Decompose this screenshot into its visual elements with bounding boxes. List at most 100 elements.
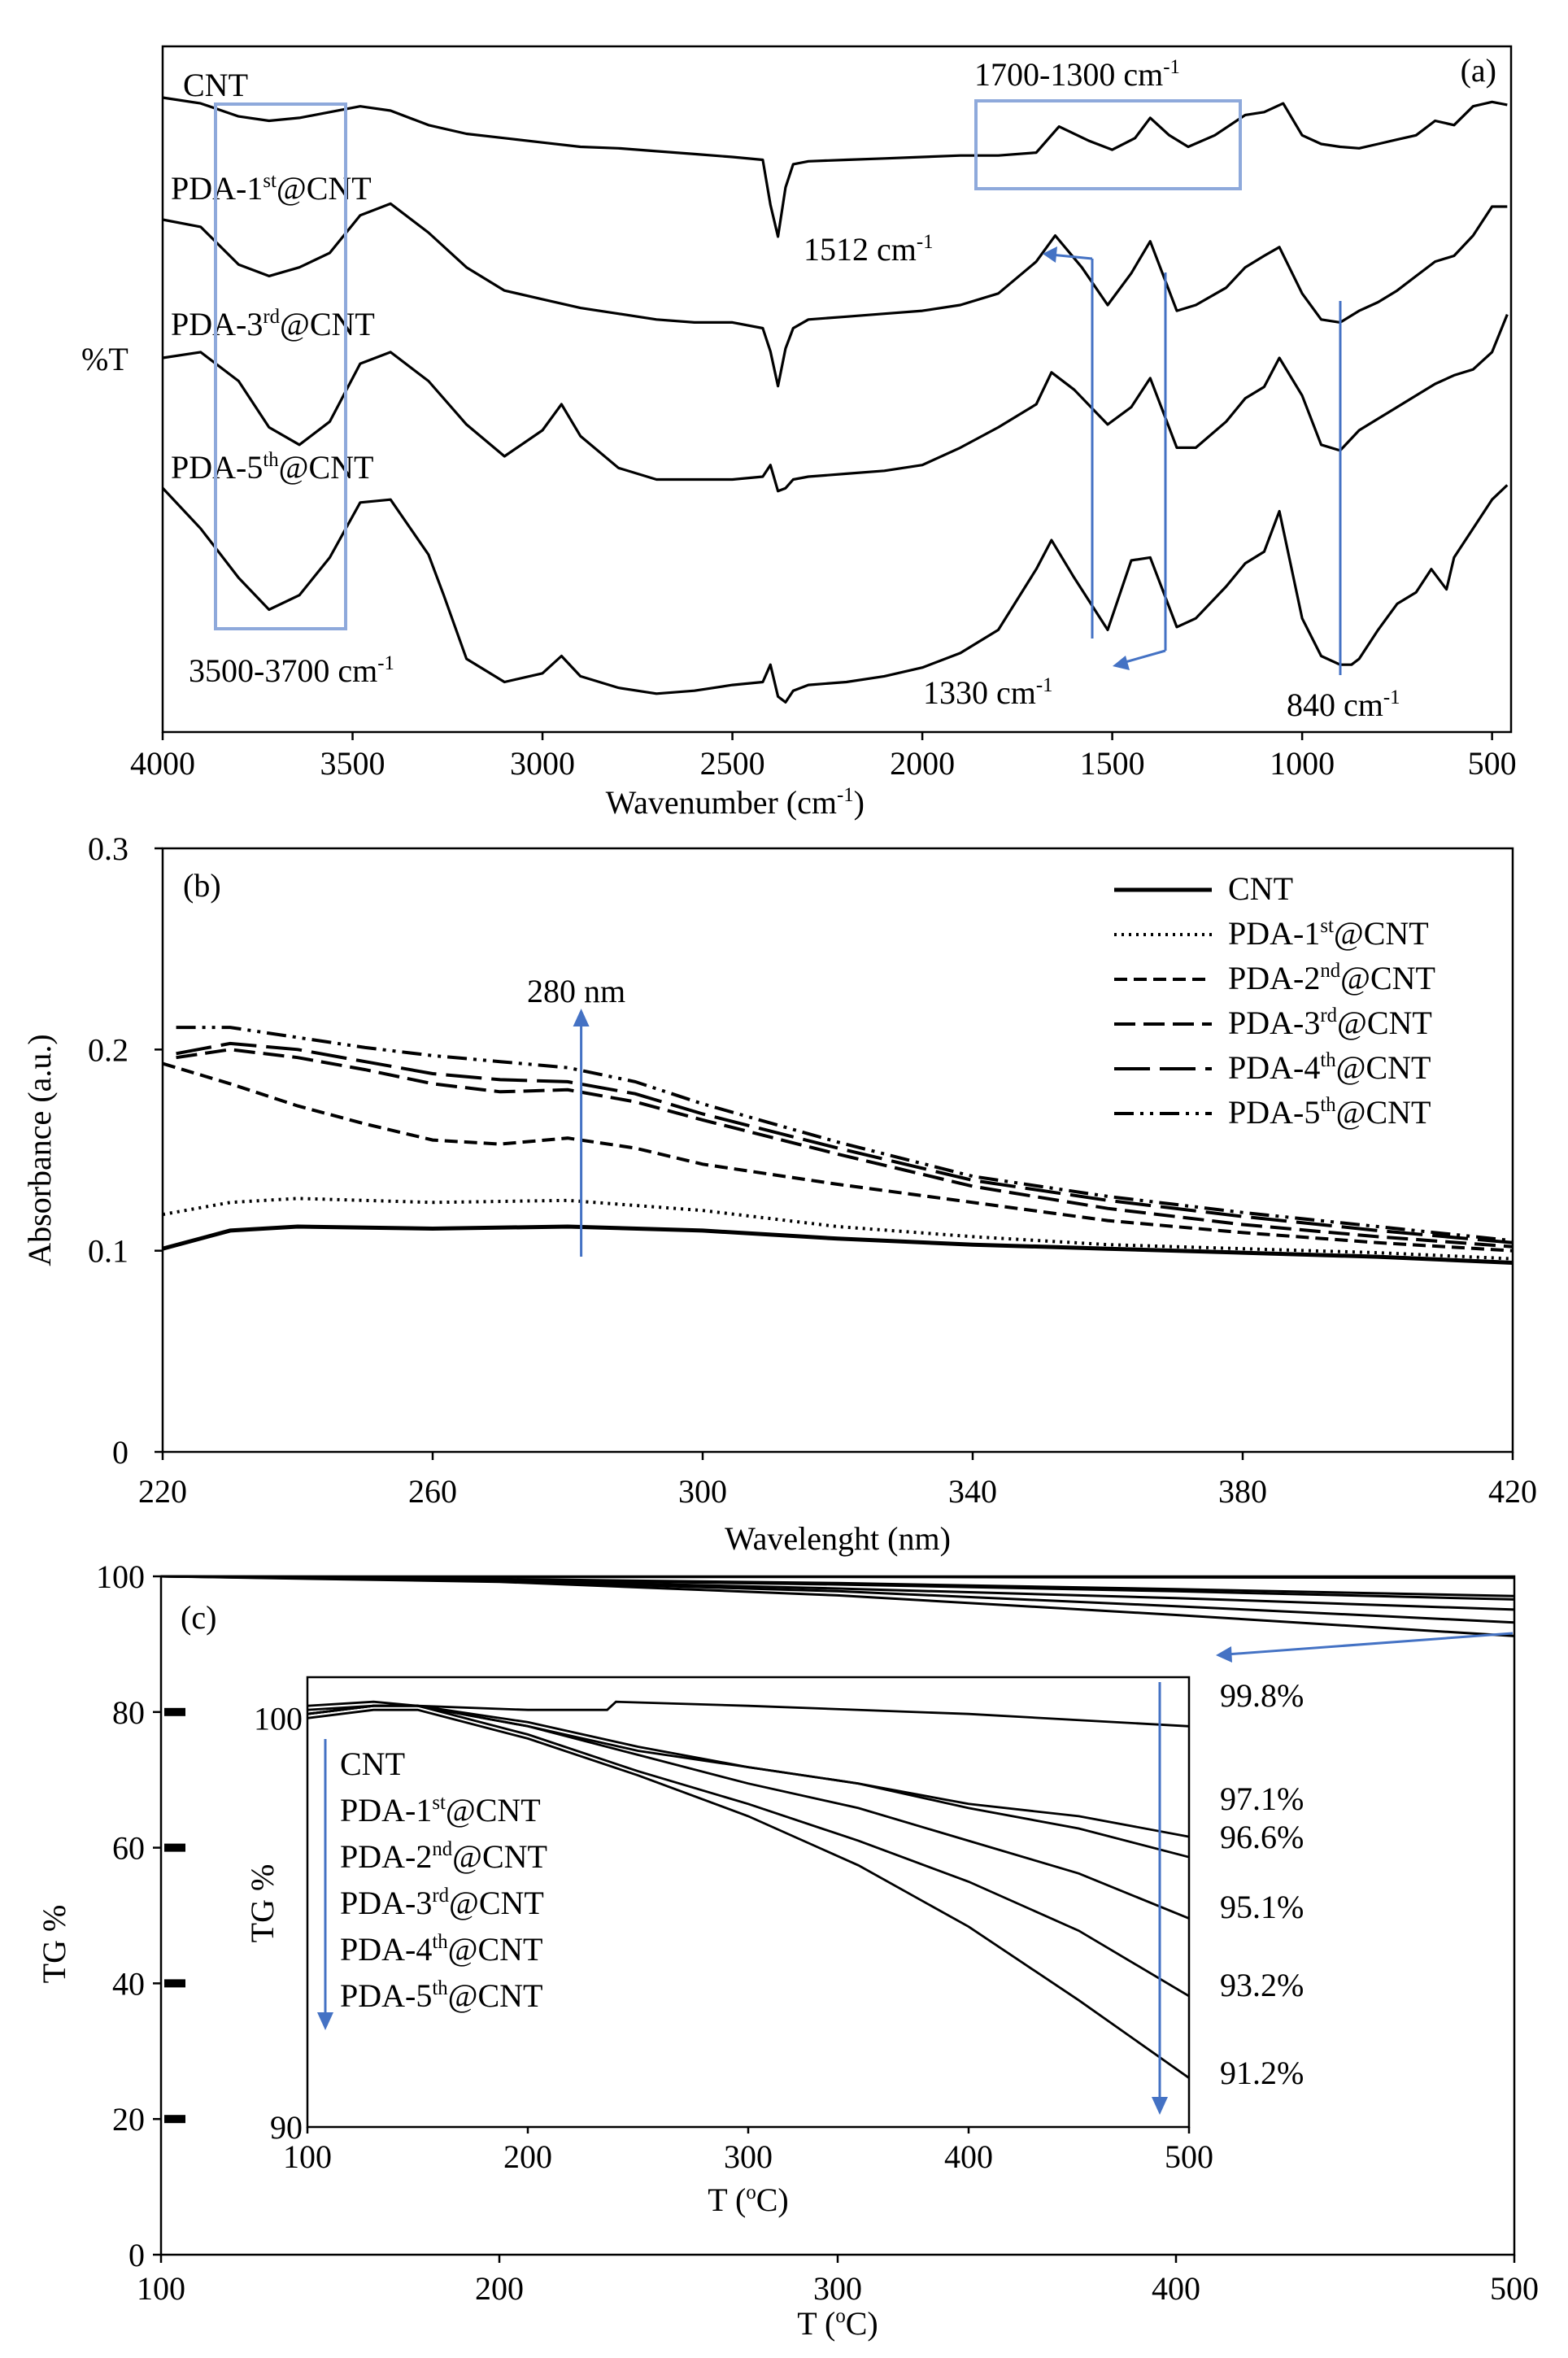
inset-legend-label-3-base: PDA-3 [340, 1885, 432, 1921]
uv-legend-label-4-rest: @CNT [1336, 1049, 1431, 1086]
label-peak-1330: 1330 cm-1 [923, 674, 1053, 711]
uv-legend-label-4: PDA-4th@CNT [1228, 1049, 1431, 1086]
label-peak-1512-sup: -1 [917, 231, 934, 253]
inset-end-label-1: 97.1% [1220, 1780, 1304, 1817]
uv-line-2 [162, 1061, 1514, 1253]
inset-end-label-3: 95.1% [1220, 1889, 1304, 1925]
uv-line-4 [176, 1041, 1514, 1244]
ftir-xlabel-unit: -1) [837, 784, 865, 821]
uv-ylabel: Absorbance (a.u.) [21, 1034, 58, 1266]
tg-zoom-arrow [1226, 1632, 1514, 1656]
tg-xtick-label-2: 300 [813, 2270, 862, 2307]
ftir-series-label-2-rest: @CNT [280, 306, 375, 342]
uv-frame [161, 847, 1514, 1454]
ftir-xlabel-unit-sup: -1 [837, 784, 854, 806]
uv-legend-label-1-sup: st [1320, 915, 1334, 937]
uv-legend-label-5-base: PDA-5 [1228, 1094, 1320, 1131]
tg-xtick-label-3: 400 [1152, 2270, 1200, 2307]
tg-xlabel: T (oC) [797, 2305, 878, 2342]
ftir-series-label-1-rest: @CNT [277, 170, 372, 207]
uv-legend-label-0-base: CNT [1228, 870, 1293, 907]
arrowhead-1512 [1043, 246, 1057, 263]
label-peak-1512-base: 1512 cm [804, 231, 917, 268]
inset-line-1 [307, 1700, 1190, 1838]
ftir-series-label-1: PDA-1st@CNT [171, 170, 372, 207]
tg-xlabel-base: T ( [797, 2305, 835, 2342]
inset-legend-label-2: PDA-2nd@CNT [340, 1838, 547, 1875]
band-box-3500 [214, 102, 347, 630]
uv-legend-label-5-sup: th [1320, 1094, 1336, 1116]
tg-xtick-label-1: 200 [475, 2270, 524, 2307]
uv-legend-label-2-sup: nd [1320, 960, 1340, 982]
arrow-1330 [1122, 649, 1166, 665]
inset-legend-label-5-sup: th [432, 1977, 448, 1999]
inset-xlabel-rest: C) [756, 2181, 789, 2218]
ftir-xtick-label-6: 1000 [1270, 745, 1335, 782]
tg-ytick-label-4: 80 [112, 1694, 145, 1731]
inset-legend-label-5-base: PDA-5 [340, 1977, 432, 2014]
uv-legend-label-1-base: PDA-1 [1228, 915, 1320, 952]
tg-zoom-arrowhead [1216, 1646, 1232, 1663]
label-peak-280: 280 nm [527, 973, 625, 1009]
ftir-series-label-0: CNT [183, 67, 248, 103]
label-peak-840: 840 cm-1 [1287, 686, 1400, 723]
tg-tick-bar-2 [164, 1979, 185, 1988]
tg-xlabel-rest: C) [846, 2305, 878, 2342]
inset-xtick-label-0: 100 [283, 2138, 332, 2175]
uv-legend-label-2: PDA-2nd@CNT [1228, 960, 1435, 996]
inset-legend-label-2-rest: @CNT [452, 1838, 547, 1875]
inset-legend-label-3: PDA-3rd@CNT [340, 1885, 544, 1921]
inset-legend-label-3-sup: rd [432, 1885, 449, 1907]
inset-xtick-label-2: 300 [724, 2138, 773, 2175]
arrowhead-280 [573, 1009, 590, 1026]
uv-legend-label-4-base: PDA-4 [1228, 1049, 1320, 1086]
tg-panel-tag: (c) [181, 1599, 216, 1636]
inset-legend-label-4-base: PDA-4 [340, 1931, 432, 1968]
ftir-xtick-label-3: 2500 [700, 745, 765, 782]
label-peak-840-base: 840 cm [1287, 686, 1383, 723]
inset-end-label-2: 96.6% [1220, 1819, 1304, 1855]
tg-tick-bar-3 [164, 1843, 185, 1852]
ftir-ylabel: %T [81, 341, 128, 377]
ftir-series-label-3: PDA-5th@CNT [171, 449, 373, 486]
inset-xtick-label-1: 200 [503, 2138, 552, 2175]
uv-xtick-label-2: 300 [678, 1473, 727, 1510]
label-peak-840-sup: -1 [1383, 686, 1400, 708]
inset-legend-label-2-base: PDA-2 [340, 1838, 432, 1875]
tg-xlabel-sup: o [835, 2305, 845, 2327]
ftir-series-label-1-sup: st [263, 170, 277, 192]
ftir-xtick-label-2: 3000 [510, 745, 575, 782]
label-peak-1330-base: 1330 cm [923, 674, 1036, 711]
inset-legend-label-2-sup: nd [432, 1838, 452, 1860]
ftir-line-2 [162, 314, 1509, 493]
inset-legend-label-1: PDA-1st@CNT [340, 1792, 541, 1828]
inset-legend-label-1-base: PDA-1 [340, 1792, 432, 1828]
inset-legend-label-1-sup: st [432, 1792, 446, 1814]
inset-legend-label-5: PDA-5th@CNT [340, 1977, 542, 2014]
label-band-3500-base: 3500-3700 cm [189, 652, 377, 689]
arrow-1512 [1050, 253, 1093, 260]
ftir-xlabel: Wavenumber (cm [606, 784, 837, 821]
tg-ytick-label-3: 60 [112, 1830, 145, 1867]
inset-legend-label-4: PDA-4th@CNT [340, 1931, 542, 1968]
uv-line-1 [162, 1196, 1514, 1261]
tg-xtick-label-0: 100 [137, 2270, 185, 2307]
ftir-xtick-label-1: 3500 [320, 745, 385, 782]
inset-legend-label-0: CNT [340, 1746, 405, 1782]
uv-xlabel: Wavelenght (nm) [725, 1520, 951, 1557]
ftir-panel-tag: (a) [1461, 52, 1496, 89]
inset-legend-label-4-sup: th [432, 1931, 448, 1953]
inset-legend-label-1-rest: @CNT [446, 1792, 541, 1828]
uv-ytick-label-2: 0.2 [88, 1031, 128, 1068]
ftir-xtick-label-5: 1500 [1080, 745, 1145, 782]
ftir-series-label-2-sup: rd [263, 306, 280, 328]
inset-legend-label-5-rest: @CNT [448, 1977, 543, 2014]
tg-line-5 [160, 1575, 1515, 1637]
inset-xtick-label-3: 400 [944, 2138, 993, 2175]
inset-xlabel-base: T ( [708, 2181, 746, 2218]
uv-xtick-label-3: 340 [948, 1473, 997, 1510]
tg-ytick-label-0: 0 [128, 2237, 145, 2273]
ftir-line-1 [162, 202, 1508, 388]
ftir-series-label-3-sup: th [263, 449, 279, 471]
inset-legend-arrowhead [317, 2012, 333, 2030]
